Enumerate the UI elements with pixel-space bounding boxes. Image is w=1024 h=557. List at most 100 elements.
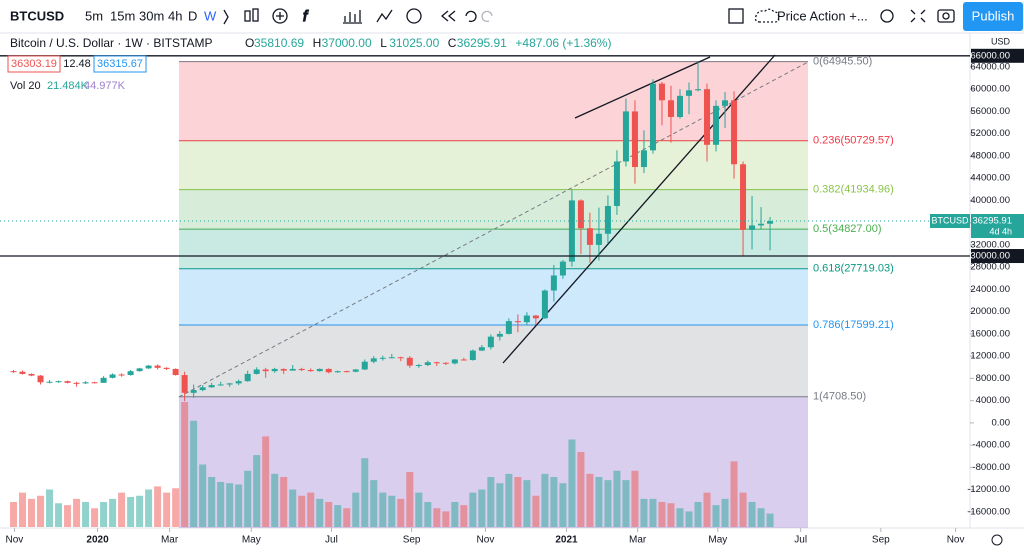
bars-icon[interactable] <box>343 10 362 24</box>
alert-icon[interactable] <box>406 8 422 24</box>
candle-body <box>604 205 611 234</box>
candle-body <box>136 368 143 372</box>
publish-button[interactable] <box>963 2 1023 31</box>
candles-icon[interactable] <box>252 8 259 22</box>
candle-body <box>145 365 152 369</box>
candle-body <box>740 164 747 230</box>
volume-bar <box>640 498 648 527</box>
y-tick-label: -12000.00 <box>967 484 1010 495</box>
ask: 36315.67 <box>97 58 143 70</box>
y-tick-label: 12000.00 <box>970 351 1010 362</box>
fib-label: 0.236(50729.57) <box>813 135 894 147</box>
x-tick-label: Nov <box>6 535 24 546</box>
candle-body <box>505 321 512 334</box>
symbol[interactable]: BTCUSD <box>10 8 64 23</box>
plus-icon[interactable] <box>276 12 284 20</box>
hline-price-box <box>971 249 1024 264</box>
candle-body <box>37 375 44 383</box>
fib-label: 1(4708.50) <box>813 391 866 403</box>
y-tick-label: 8000.00 <box>976 373 1010 384</box>
compare-icon[interactable] <box>376 9 393 23</box>
candle-body <box>262 369 269 372</box>
candles-icon[interactable] <box>244 10 251 22</box>
interval[interactable]: 15m <box>110 8 135 23</box>
candle-body <box>496 333 503 337</box>
volume-bar <box>442 511 450 527</box>
camera-icon[interactable] <box>937 9 955 23</box>
settings-corner[interactable] <box>991 534 1003 546</box>
interval[interactable]: 30m <box>139 8 164 23</box>
candle-body <box>767 221 774 224</box>
countdown: 4d 4h <box>989 226 1012 236</box>
fx-icon[interactable]: f <box>302 7 309 25</box>
dropdown-icon[interactable] <box>223 9 229 25</box>
fullscreen-icon[interactable] <box>728 8 744 24</box>
volume-bar <box>19 492 27 527</box>
volume-bar <box>280 477 288 527</box>
candle-body <box>100 377 107 383</box>
candle-body <box>541 290 548 319</box>
volume-bar <box>28 498 36 527</box>
volume-bar <box>487 477 495 527</box>
candle-body <box>235 381 242 384</box>
candle-body <box>244 373 251 382</box>
interval[interactable]: D <box>188 8 197 23</box>
volume-bar <box>370 480 378 527</box>
volume-bar <box>703 492 711 527</box>
volume-bar <box>514 477 522 527</box>
x-tick-label: May <box>708 535 727 546</box>
candle-body <box>731 100 738 165</box>
camera-lens[interactable] <box>942 12 950 20</box>
layout-name[interactable]: Price Action +... <box>777 8 868 23</box>
candle-body <box>316 368 323 372</box>
toolbar-icons[interactable]: f <box>223 7 955 26</box>
publish-label[interactable]: Publish <box>972 8 1015 23</box>
volume-bar <box>127 497 135 527</box>
fib-zone <box>179 189 808 230</box>
expand-icon[interactable] <box>910 9 926 23</box>
y-tick-label: -4000.00 <box>972 440 1010 451</box>
interval[interactable]: 5m <box>85 8 103 23</box>
ohlc-key: L <box>380 36 387 50</box>
volume-bar <box>415 492 423 527</box>
candle-body <box>280 368 287 371</box>
candle-body <box>181 375 188 393</box>
fib-zone <box>179 61 808 141</box>
x-tick-label: Sep <box>872 535 890 546</box>
interval[interactable]: 4h <box>168 8 182 23</box>
y-tick-label: 48000.00 <box>970 150 1010 161</box>
undo-icon[interactable] <box>465 10 477 23</box>
volume-label: Vol 20 <box>10 80 41 92</box>
candle-body <box>208 385 215 388</box>
volume-bar <box>361 458 369 527</box>
indicators-icon[interactable] <box>272 8 288 24</box>
volume-bar <box>154 486 162 527</box>
ohlc-key: H <box>313 36 322 50</box>
volume-bar <box>352 492 360 527</box>
settings-icon[interactable] <box>880 9 894 23</box>
candle-body <box>713 105 720 145</box>
candle-body <box>704 89 711 145</box>
volume-bar <box>244 470 252 527</box>
ohlc: O 35810.69 H 37000.00 L 31025.00 C 36295.91 +487… <box>245 36 611 50</box>
redo-icon[interactable] <box>481 10 493 23</box>
volume-bar <box>73 498 81 527</box>
ohlc-key: C <box>448 36 457 50</box>
candle-body <box>460 359 467 361</box>
symbol-box <box>930 214 970 229</box>
y-tick-label: 16000.00 <box>970 328 1010 339</box>
volume-bar <box>226 483 234 527</box>
bid-box <box>7 55 61 73</box>
volume-bar <box>496 483 504 527</box>
y-tick-label: -8000.00 <box>972 462 1010 473</box>
candle-body <box>406 357 413 366</box>
replay-icon[interactable] <box>440 10 456 22</box>
candle-body <box>307 370 314 372</box>
volume-bar <box>172 488 180 527</box>
volume-bar <box>325 502 333 527</box>
interval-active[interactable]: W <box>204 8 217 23</box>
settings-gear[interactable] <box>991 534 1003 546</box>
cloud-icon[interactable] <box>754 8 780 23</box>
